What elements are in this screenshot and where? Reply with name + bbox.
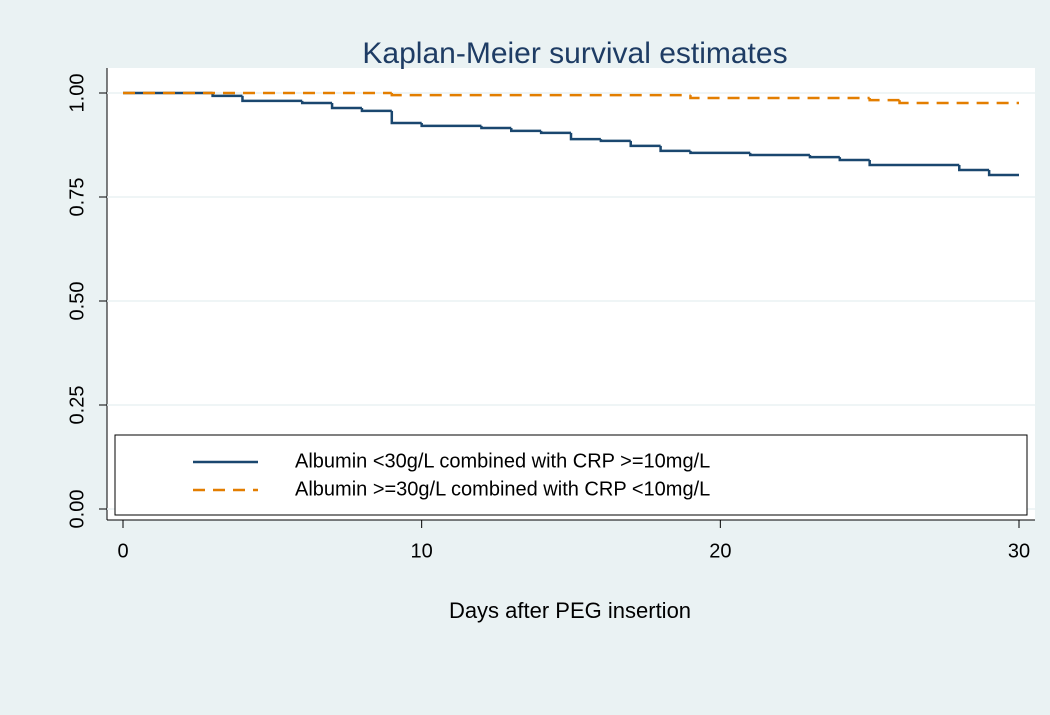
km-step xyxy=(569,132,601,141)
x-tick-label: 30 xyxy=(1008,540,1030,562)
km-step xyxy=(659,145,691,153)
km-step xyxy=(958,164,990,172)
km-step xyxy=(838,157,870,162)
legend-label: Albumin <30g/L combined with CRP >=10mg/… xyxy=(295,450,710,472)
x-axis-label: Days after PEG insertion xyxy=(449,598,691,623)
km-step xyxy=(300,100,333,105)
km-step xyxy=(689,150,751,155)
y-tick-label: 0.50 xyxy=(66,282,88,321)
km-step xyxy=(898,100,1019,105)
y-tick-label: 1.00 xyxy=(66,74,88,113)
km-step xyxy=(390,93,691,97)
chart-title: Kaplan-Meier survival estimates xyxy=(362,37,787,70)
km-step xyxy=(539,130,571,135)
legend-label: Albumin >=30g/L combined with CRP <10mg/… xyxy=(295,478,710,500)
km-step xyxy=(868,159,960,167)
x-tick-label: 0 xyxy=(117,540,128,562)
km-step xyxy=(241,95,303,103)
km-step xyxy=(868,97,900,102)
km-step xyxy=(510,127,542,133)
x-tick-label: 10 xyxy=(411,540,433,562)
y-tick-label: 0.25 xyxy=(66,386,88,425)
km-step xyxy=(390,110,422,125)
km-step xyxy=(987,169,1019,177)
y-tick-label: 0.75 xyxy=(66,178,88,217)
x-tick-label: 20 xyxy=(709,540,731,562)
km-step xyxy=(748,152,810,157)
km-step xyxy=(629,140,661,148)
y-tick-label: 0.00 xyxy=(66,490,88,529)
km-step xyxy=(360,107,392,113)
km-step xyxy=(599,139,631,143)
km-step xyxy=(689,95,870,100)
km-step xyxy=(808,154,840,159)
km-step xyxy=(480,125,512,130)
km-step xyxy=(420,122,482,128)
km-step xyxy=(330,102,362,110)
legend-box xyxy=(114,434,1028,516)
